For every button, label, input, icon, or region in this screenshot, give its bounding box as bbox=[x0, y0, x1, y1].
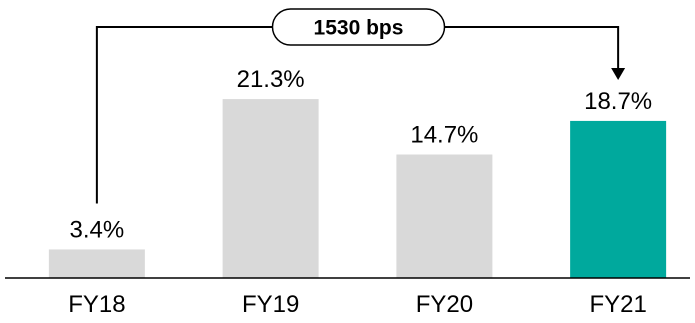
annotation-arrowhead bbox=[611, 68, 626, 80]
category-label-fy21: FY21 bbox=[589, 291, 646, 318]
category-labels-group: FY18 FY19 FY20 FY21 bbox=[68, 291, 647, 318]
value-label-fy20: 14.7% bbox=[410, 122, 478, 149]
category-label-fy19: FY19 bbox=[242, 291, 299, 318]
annotation-pill bbox=[271, 8, 446, 46]
value-label-fy18: 3.4% bbox=[70, 216, 125, 243]
value-labels-group: 3.4% 21.3% 14.7% 18.7% bbox=[70, 66, 653, 243]
value-label-fy19: 21.3% bbox=[237, 66, 305, 93]
value-label-fy21: 18.7% bbox=[584, 88, 652, 115]
bar-fy20 bbox=[396, 154, 493, 278]
annotation-group: 1530 bps bbox=[95, 8, 626, 204]
category-label-fy18: FY18 bbox=[68, 291, 125, 318]
annotation-label: 1530 bps bbox=[314, 17, 404, 40]
bar-fy18 bbox=[48, 249, 145, 278]
category-label-fy20: FY20 bbox=[416, 291, 473, 318]
bar-fy21 bbox=[570, 120, 667, 278]
bars-group bbox=[48, 99, 667, 278]
bar-fy19 bbox=[222, 99, 319, 278]
annotation-bracket bbox=[95, 26, 620, 204]
